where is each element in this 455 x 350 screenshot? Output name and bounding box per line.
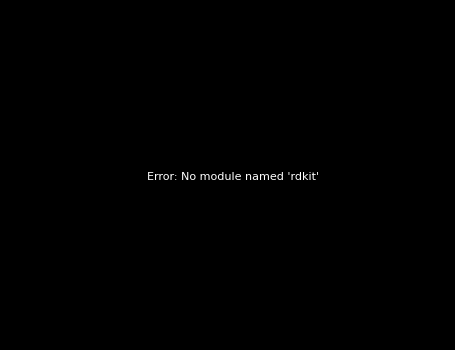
- Text: Error: No module named 'rdkit': Error: No module named 'rdkit': [147, 172, 319, 182]
